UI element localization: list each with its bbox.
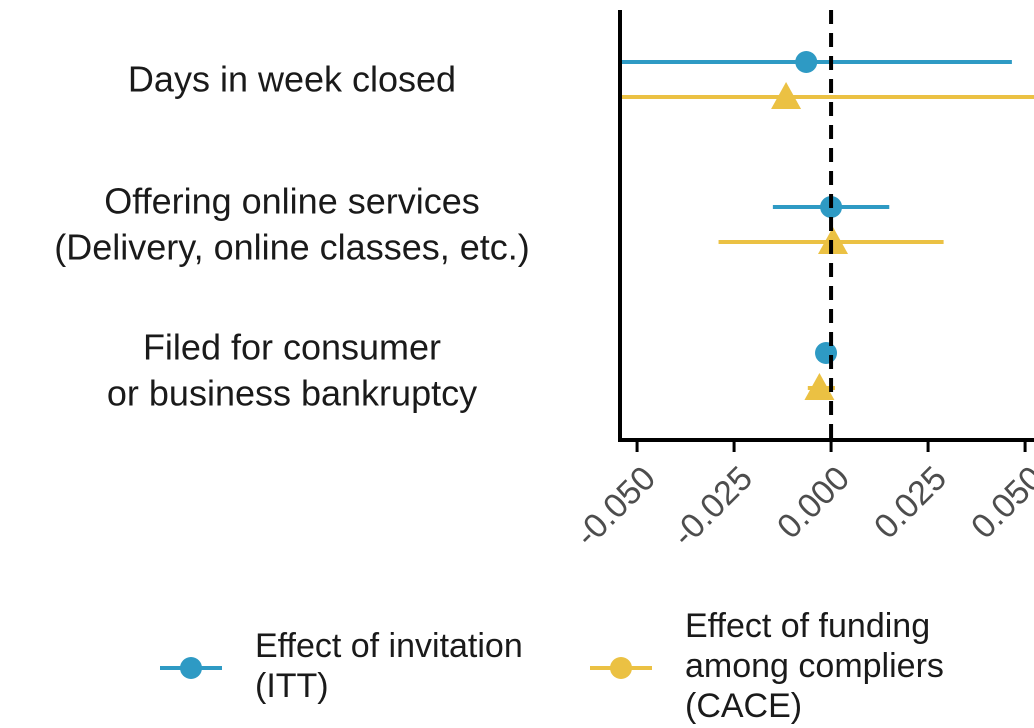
x-tick-label: -0.050 [568,459,663,554]
legend-label: among compliers [685,647,944,685]
point [795,51,818,73]
category-label: Offering online services [104,181,480,222]
x-tick-label: 0.025 [867,459,954,546]
category-label: or business bankruptcy [107,373,477,414]
x-tick-label: 0.050 [964,459,1034,546]
legend-key [610,657,632,679]
legend-label: (ITT) [255,667,329,705]
category-label: (Delivery, online classes, etc.) [54,227,530,268]
x-tick-label: -0.025 [665,459,760,554]
legend-label: Effect of funding [685,607,930,645]
category-label: Filed for consumer [143,327,441,368]
point [815,342,838,364]
point [771,82,802,109]
category-label: Days in week closed [128,59,456,100]
legend-label: (CACE) [685,687,802,725]
legend-label: Effect of invitation [255,627,523,665]
plot-area [620,51,1034,400]
legend-key [180,657,202,679]
point [804,373,835,400]
x-tick-label: 0.000 [770,459,857,546]
